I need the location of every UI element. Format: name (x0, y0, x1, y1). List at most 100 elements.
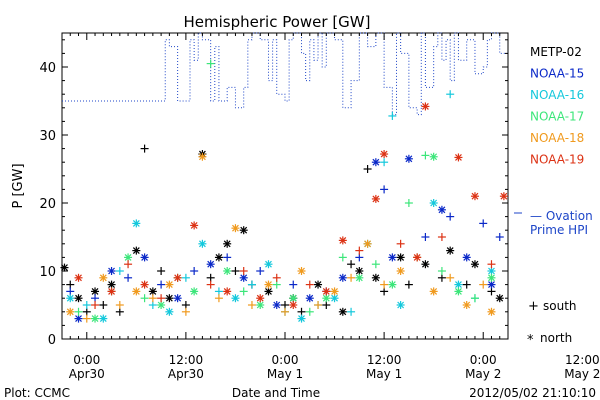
north-point (74, 314, 83, 323)
north-point (371, 194, 380, 203)
north-point (173, 294, 182, 303)
south-point (305, 280, 314, 289)
north-point (165, 294, 174, 303)
x-tick-label-date: May 1 (366, 367, 402, 381)
south-point (256, 267, 265, 275)
north-point (99, 273, 108, 282)
y-tick-label: 30 (39, 129, 56, 144)
south-point (148, 294, 157, 303)
y-tick-label: 10 (39, 265, 56, 280)
south-point (446, 90, 455, 99)
north-point (330, 294, 339, 303)
north-point (371, 273, 380, 282)
ovation-hpi-line (62, 32, 508, 116)
north-point (454, 153, 463, 162)
south-point (437, 233, 446, 241)
south-point (347, 273, 356, 282)
legend-entry-noaa-16: NOAA-16 (530, 88, 584, 102)
south-point (115, 301, 124, 309)
south-label: south (543, 299, 577, 313)
ovation-hpi-series (62, 32, 508, 116)
north-point (421, 102, 430, 111)
south-point (371, 260, 380, 269)
legend-entry-noaa-17: NOAA-17 (530, 110, 584, 124)
south-point (479, 280, 488, 289)
south-point (214, 294, 223, 303)
south-point (297, 307, 306, 316)
south-point (289, 280, 298, 289)
legend: METP-02 NOAA-15 NOAA-16 NOAA-17 NOAA-18 NOAA-… (514, 45, 593, 348)
north-point (363, 239, 372, 248)
north-point (223, 267, 232, 275)
x-tick-label-time: 0:00 (272, 353, 299, 367)
x-tick-label-time: 0:00 (73, 353, 100, 367)
plot-timestamp: 2012/05/02 21:10:10 (469, 386, 596, 400)
satellite-points (60, 59, 508, 323)
north-point (239, 273, 248, 282)
south-point (380, 158, 389, 167)
north-point (462, 253, 471, 262)
north-point (264, 260, 273, 269)
north-point (297, 267, 306, 275)
south-point (190, 267, 199, 275)
south-point (148, 301, 157, 309)
south-point (437, 267, 446, 275)
south-point (404, 280, 413, 289)
north-point (74, 273, 83, 282)
south-point (181, 301, 190, 309)
north-point (239, 226, 248, 235)
south-point (157, 294, 166, 303)
south-point (181, 307, 190, 316)
south-point (380, 185, 389, 194)
legend-satellites: METP-02 NOAA-15 NOAA-16 NOAA-17 NOAA-18 NOAA-… (530, 45, 584, 167)
north-point (470, 260, 479, 269)
north-point (355, 267, 364, 275)
south-point (281, 301, 289, 309)
north-point (338, 236, 347, 245)
south-point (396, 239, 405, 248)
series-noaa-19 (74, 102, 508, 309)
north-point (132, 246, 141, 255)
south-point (355, 253, 364, 262)
south-point (421, 233, 430, 241)
plot-area (60, 32, 509, 340)
south-point (99, 301, 108, 309)
north-point (437, 205, 446, 214)
north-point (91, 287, 100, 296)
x-tick-label-date: May 1 (267, 367, 303, 381)
north-point (231, 294, 240, 303)
north-point (487, 280, 496, 289)
y-tick-label: 0 (48, 333, 56, 348)
legend-entry-noaa-19: NOAA-19 (530, 153, 584, 167)
north-point (487, 267, 496, 275)
north-point (322, 287, 331, 296)
south-point (437, 273, 446, 282)
north-point (157, 301, 166, 309)
south-point (495, 233, 504, 241)
series-noaa-17 (74, 59, 496, 323)
north-point (214, 253, 223, 262)
north-point (99, 314, 108, 323)
north-point (66, 294, 75, 303)
south-point (157, 280, 166, 289)
north-symbol: * (527, 333, 534, 348)
north-point (148, 287, 157, 296)
south-point (305, 307, 314, 316)
north-point (487, 273, 496, 282)
north-point (198, 152, 207, 161)
north-point (388, 280, 397, 289)
north-point (165, 280, 174, 289)
north-point (107, 267, 116, 275)
north-point (107, 280, 116, 289)
series-noaa-16 (66, 90, 496, 323)
south-point (462, 280, 471, 289)
north-point (404, 154, 413, 163)
south-point (115, 307, 124, 316)
north-point (297, 314, 306, 323)
south-point (355, 246, 364, 255)
south-point (322, 301, 331, 309)
north-point (132, 219, 141, 228)
south-point (66, 280, 75, 289)
north-point (289, 301, 298, 309)
south-point (124, 273, 133, 282)
